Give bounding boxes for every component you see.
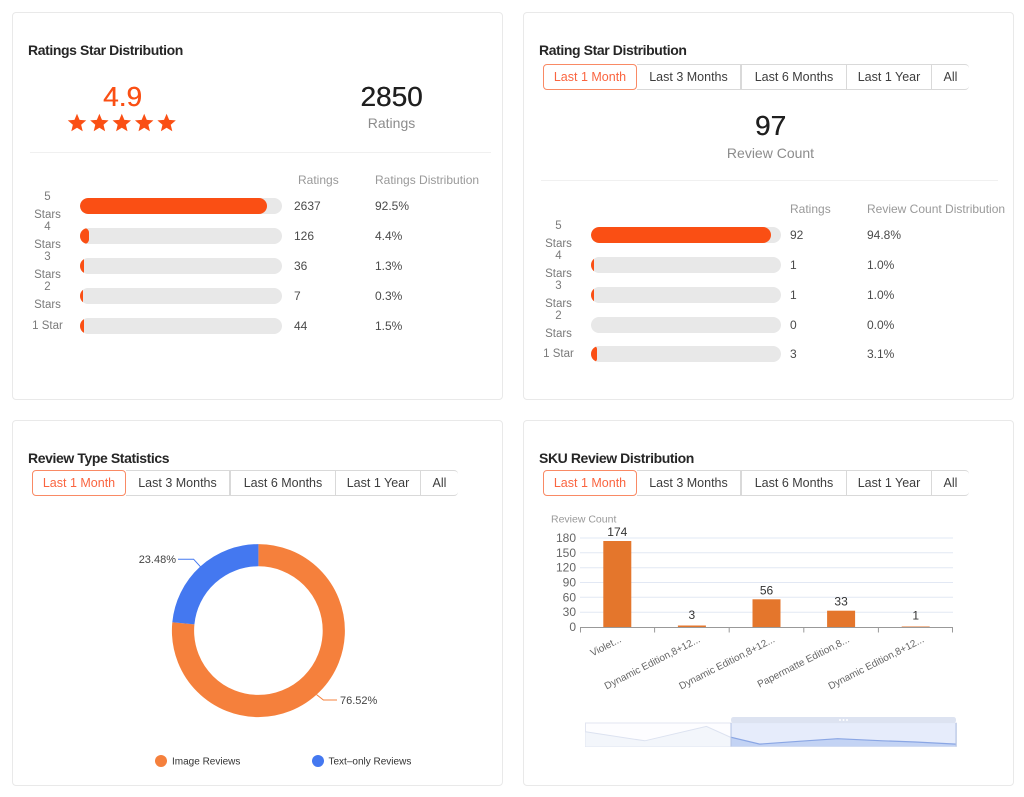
svg-text:56: 56 [760, 583, 774, 597]
svg-text:120: 120 [556, 561, 576, 575]
svg-text:1: 1 [912, 609, 919, 623]
svg-text:30: 30 [563, 605, 577, 619]
svg-text:3: 3 [689, 608, 696, 622]
svg-text:23.48%: 23.48% [139, 554, 177, 566]
svg-text:90: 90 [563, 576, 577, 590]
svg-text:150: 150 [556, 546, 576, 560]
svg-text:60: 60 [563, 590, 577, 604]
svg-text:Violet...: Violet... [589, 634, 624, 659]
svg-text:33: 33 [834, 595, 848, 609]
svg-text:Image Reviews: Image Reviews [172, 757, 240, 768]
svg-text:174: 174 [607, 525, 627, 539]
svg-text:76.52%: 76.52% [340, 695, 378, 707]
svg-text:0: 0 [569, 620, 576, 634]
svg-text:Text–only Reviews: Text–only Reviews [329, 757, 412, 768]
svg-text:180: 180 [556, 531, 576, 545]
svg-text:Review Count: Review Count [551, 514, 616, 526]
